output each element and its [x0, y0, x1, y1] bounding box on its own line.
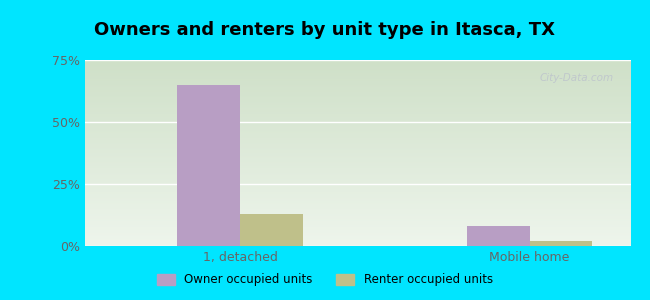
Bar — [177, 85, 240, 246]
Bar — [240, 214, 303, 246]
Bar — [530, 241, 592, 246]
Legend: Owner occupied units, Renter occupied units: Owner occupied units, Renter occupied un… — [153, 269, 497, 291]
Text: City-Data.com: City-Data.com — [540, 73, 614, 83]
Text: Owners and renters by unit type in Itasca, TX: Owners and renters by unit type in Itasc… — [94, 21, 556, 39]
Bar — [467, 226, 530, 246]
